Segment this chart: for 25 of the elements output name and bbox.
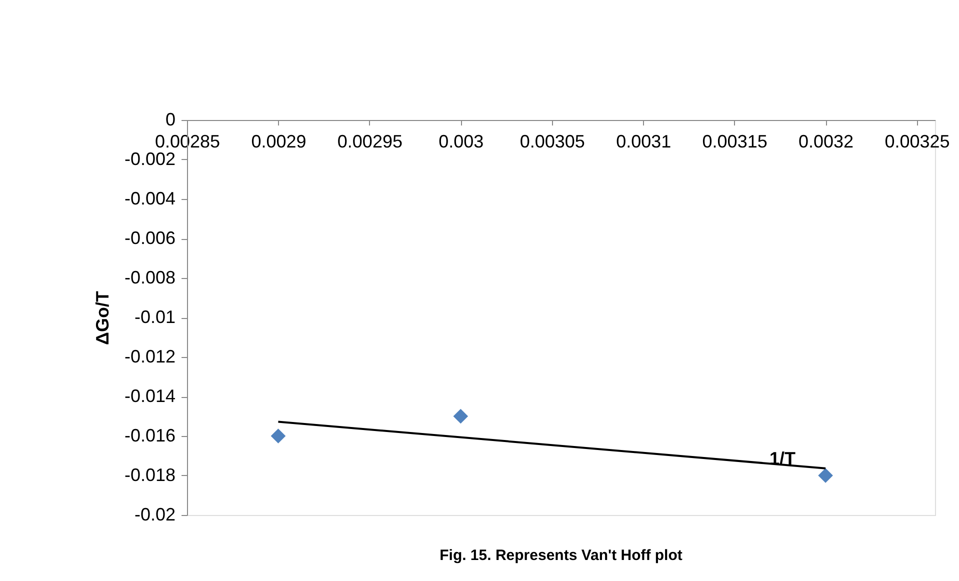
point (818, 468, 833, 483)
x-tick-label: 0.0029 (251, 132, 306, 152)
y-tick-label: -0.002 (124, 149, 176, 169)
y-tick-label: -0.02 (134, 504, 176, 524)
y-tick-label: 0 (165, 110, 176, 130)
x-tick-label: 0.00285 (154, 132, 220, 152)
x-tick-label: 0.003 (438, 132, 484, 152)
y-tick-label: -0.012 (124, 346, 176, 366)
x-tick-label: 0.0031 (616, 132, 672, 152)
x-tick-label: 0.0032 (798, 132, 854, 152)
point (270, 428, 286, 444)
y-axis-title: ΔGo/T (92, 291, 112, 345)
text: Fig. 15. Represents Van't Hoff plot (440, 547, 682, 564)
y-tick-label: -0.018 (124, 465, 176, 485)
x-tick-label: 0.00305 (520, 132, 585, 152)
y-tick-label: -0.004 (124, 188, 176, 208)
x-tick-label: 0.00325 (884, 132, 950, 152)
y-tick-label: -0.016 (124, 426, 176, 446)
y-tick-label: -0.014 (124, 386, 176, 406)
point (453, 408, 468, 424)
y-tick-label: -0.008 (124, 268, 176, 288)
y-tick-label: -0.01 (134, 307, 176, 327)
x-tick-label: 0.00295 (337, 132, 402, 152)
y-tick-label: -0.006 (124, 228, 176, 248)
x-tick-label: 0.00315 (702, 132, 768, 152)
